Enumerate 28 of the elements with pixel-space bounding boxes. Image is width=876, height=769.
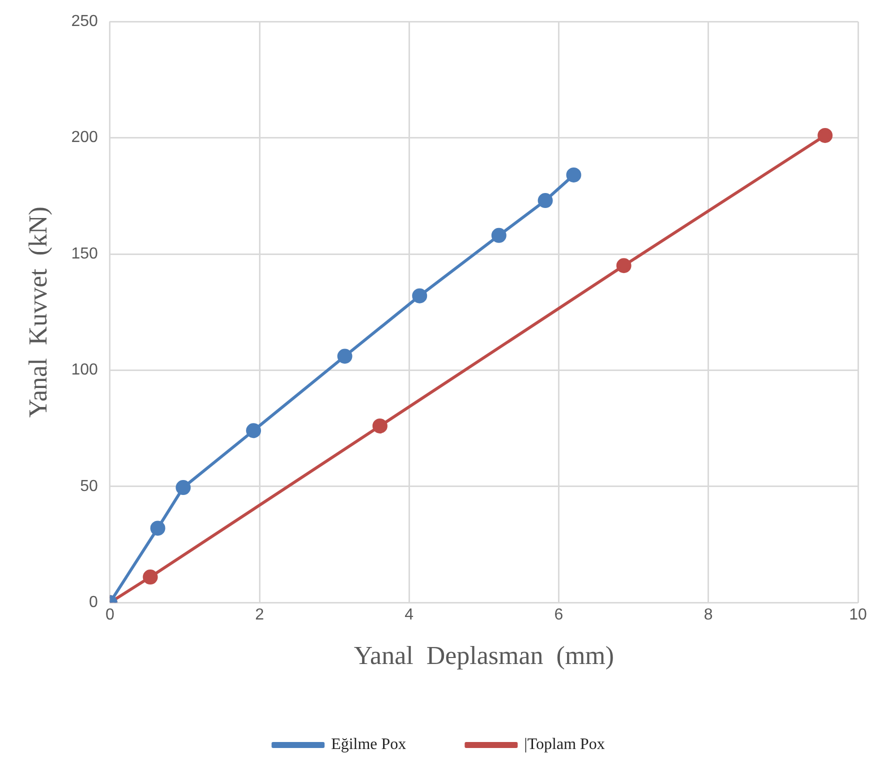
legend-label: |Toplam Pox [524,736,605,754]
point [616,258,632,274]
x-axis-title: Yanal Deplasman (mm) [354,641,614,670]
y-axis-title: Yanal Kuvvet (kN) [23,206,52,418]
point [337,348,352,364]
point [176,480,191,496]
point [150,520,166,536]
y-tick-label: 200 [71,129,98,146]
point [246,423,262,438]
y-tick-label: 50 [80,478,98,495]
point [566,167,582,182]
point [142,570,158,585]
x-tick-label: 4 [404,606,414,624]
y-tick-label: 150 [71,245,98,262]
x-tick-label: 0 [105,606,114,624]
point [538,193,553,208]
point [491,228,506,243]
y-tick-label: 100 [71,362,98,379]
x-tick-label: 2 [255,606,264,624]
legend-label: Eğilme Pox [331,736,406,754]
x-tick-label: 10 [849,606,867,624]
point [412,288,428,304]
y-tick-label: 0 [88,594,98,612]
x-tick-label: 8 [704,606,713,624]
point [372,418,388,434]
x-tick-label: 6 [554,606,564,624]
y-tick-label: 250 [71,13,98,30]
point [818,128,833,143]
